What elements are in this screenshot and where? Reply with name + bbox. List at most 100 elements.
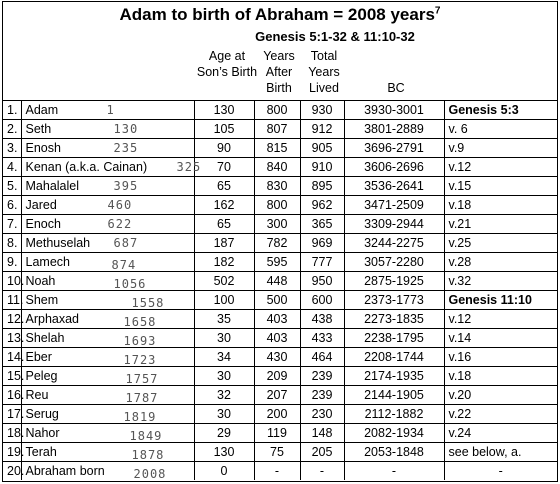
scripture-reference: see below, a. (443, 442, 557, 462)
age-at-sons-birth: 30 (193, 366, 255, 386)
name-cell: Lamech 874 (20, 252, 195, 272)
age-at-sons-birth: 70 (193, 157, 255, 177)
name: Noah (25, 274, 56, 288)
years-after-birth: 403 (253, 328, 301, 348)
years-after-birth: 403 (253, 309, 301, 329)
scripture-reference: v.22 (443, 404, 557, 424)
name: Reu (25, 388, 49, 402)
years-after-birth: 840 (253, 157, 301, 177)
name: Nahor (25, 426, 60, 440)
years-after-birth: 200 (253, 404, 301, 424)
total-years-lived: 239 (299, 366, 345, 386)
total-years-lived: - (299, 461, 345, 480)
table-row: 17. Serug 1819 30 200 230 2112-1882 v.22 (3, 404, 557, 424)
years-after-birth: 830 (253, 176, 301, 196)
years-after-birth: 595 (253, 252, 301, 272)
name: Shelah (25, 331, 65, 345)
name: Jared (25, 198, 57, 212)
row-number: 3. (3, 138, 22, 158)
age-at-sons-birth: 130 (193, 101, 255, 120)
table-row: 2. Seth 130 105 807 912 3801-2889 v. 6 (3, 119, 557, 139)
scripture-reference: v.25 (443, 233, 557, 253)
bc-range: 2208-1744 (343, 347, 445, 367)
age-at-sons-birth: 30 (193, 404, 255, 424)
years-after-birth: 782 (253, 233, 301, 253)
name-cell: Enoch 622 (20, 214, 195, 234)
scripture-reference: v.18 (443, 366, 557, 386)
bc-range: 2112-1882 (343, 404, 445, 424)
scripture-reference: v.16 (443, 347, 557, 367)
name: Enosh (25, 141, 61, 155)
age-at-sons-birth: 182 (193, 252, 255, 272)
name-cell: Terah 1878 (20, 442, 195, 462)
bc-range: 3801-2889 (343, 119, 445, 139)
handwritten-year: 395 (113, 179, 139, 193)
total-years-lived: 230 (299, 404, 345, 424)
table-row: 5. Mahalalel 395 65 830 895 3536-2641 v.15 (3, 176, 557, 196)
total-years-lived: 148 (299, 423, 345, 443)
total-years-lived: 895 (299, 176, 345, 196)
scripture-reference: Genesis 5:3 (443, 101, 557, 120)
bc-range: 3471-2509 (343, 195, 445, 215)
row-number: 8. (3, 233, 22, 253)
total-years-lived: 438 (299, 309, 345, 329)
scripture-reference: v.9 (443, 138, 557, 158)
row-number: 7. (3, 214, 22, 234)
total-years-lived: 464 (299, 347, 345, 367)
age-at-sons-birth: 0 (193, 461, 255, 480)
total-years-lived: 433 (299, 328, 345, 348)
scripture-reference: v.15 (443, 176, 557, 196)
row-number: 4. (3, 157, 22, 177)
total-years-lived: 600 (299, 290, 345, 310)
row-number: 17. (3, 404, 24, 424)
scripture-reference: v. 6 (443, 119, 557, 139)
age-at-sons-birth: 105 (193, 119, 255, 139)
name-cell: Noah 1056 (20, 271, 195, 291)
title: Adam to birth of Abraham = 2008 years7 (3, 5, 557, 25)
table-row: 18. Nahor 1849 29 119 148 2082-1934 v.24 (3, 423, 557, 443)
title-text: Adam to birth of Abraham = 2008 years (119, 5, 435, 24)
years-after-birth: 430 (253, 347, 301, 367)
handwritten-year: 460 (107, 198, 133, 212)
scripture-reference: v.18 (443, 195, 557, 215)
row-number: 5. (3, 176, 22, 196)
row-number: 19. (3, 442, 24, 462)
bc-range: 3309-2944 (343, 214, 445, 234)
age-at-sons-birth: 502 (193, 271, 255, 291)
total-years-lived: 930 (299, 101, 345, 120)
row-number: 12. (3, 309, 24, 329)
row-number: 18. (3, 423, 24, 443)
years-after-birth: 300 (253, 214, 301, 234)
scripture-reference: v.32 (443, 271, 557, 291)
years-after-birth: - (253, 461, 301, 480)
age-at-sons-birth: 29 (193, 423, 255, 443)
table-row: 19. Terah 1878 130 75 205 2053-1848 see below, … (3, 442, 557, 462)
bc-range: - (343, 461, 445, 480)
years-after-birth: 500 (253, 290, 301, 310)
name-cell: Eber 1723 (20, 347, 195, 367)
name: Seth (25, 122, 52, 136)
total-years-lived: 910 (299, 157, 345, 177)
name-cell: Arphaxad 1658 (20, 309, 195, 329)
name: Adam (25, 103, 59, 117)
name-cell: Abraham born 2008 (20, 461, 195, 481)
table-header: Adam to birth of Abraham = 2008 years7 G… (3, 2, 557, 101)
name-cell: Seth 130 (20, 119, 195, 139)
handwritten-year: 325 (176, 160, 202, 174)
table-row: 16. Reu 1787 32 207 239 2144-1905 v.20 (3, 385, 557, 405)
age-at-sons-birth: 35 (193, 309, 255, 329)
age-at-sons-birth: 30 (193, 328, 255, 348)
name-cell: Serug 1819 (20, 404, 195, 424)
table-row: 20. Abraham born 2008 0- - - - (3, 461, 557, 481)
years-after-birth: 207 (253, 385, 301, 405)
column-header: Total Years Lived (308, 49, 340, 95)
table-row: 6. Jared 460 162 800 962 3471-2509 v.18 (3, 195, 557, 215)
table-row: 12. Arphaxad 1658 35 403 438 2273-1835 v.12 (3, 309, 557, 329)
age-at-sons-birth: 34 (193, 347, 255, 367)
scripture-reference: v.12 (443, 157, 557, 177)
name-cell: Methuselah 687 (20, 233, 195, 253)
row-number: 13. (3, 328, 24, 348)
handwritten-year: 235 (113, 141, 139, 155)
handwritten-year: 1723 (123, 353, 157, 367)
years-after-birth: 209 (253, 366, 301, 386)
